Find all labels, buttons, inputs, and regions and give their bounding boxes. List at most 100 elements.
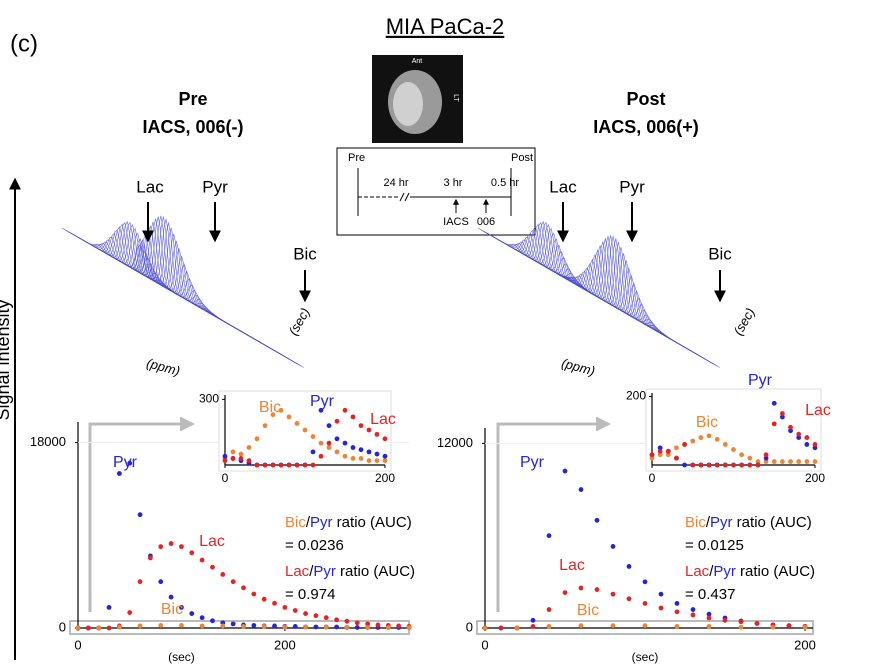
data-point — [771, 400, 777, 406]
data-point — [722, 617, 728, 623]
data-point — [318, 407, 324, 413]
data-point — [358, 447, 364, 453]
data-point — [722, 442, 728, 447]
ratio-annotation: Lac/Pyr ratio (AUC) — [685, 563, 815, 580]
data-point — [804, 459, 810, 464]
data-point — [763, 455, 769, 461]
data-point — [396, 623, 402, 629]
data-point — [770, 624, 776, 630]
data-point — [278, 462, 284, 468]
data-point — [706, 624, 712, 629]
zoom-arrow — [496, 416, 611, 612]
data-point — [350, 414, 356, 420]
data-point — [738, 624, 744, 630]
waterfall-trace — [98, 227, 229, 325]
data-point — [230, 449, 236, 455]
data-point — [75, 625, 81, 631]
data-point — [674, 624, 680, 629]
ratio-part: / — [309, 563, 314, 580]
y-label: Signal intensity — [0, 299, 13, 420]
data-point — [222, 453, 228, 459]
data-point — [313, 613, 319, 619]
data-point — [674, 609, 680, 615]
data-point — [514, 625, 520, 631]
data-point — [342, 453, 348, 459]
data-point — [365, 625, 371, 630]
data-point — [254, 436, 260, 442]
ratio-part: ratio (AUC) — [336, 563, 415, 580]
data-point — [755, 459, 761, 464]
data-point — [106, 605, 112, 610]
data-point — [530, 617, 536, 623]
ratio-value: = 0.974 — [285, 586, 335, 603]
pre-title: Pre — [178, 89, 207, 109]
data-point — [530, 624, 536, 629]
series-label: Lac — [805, 402, 831, 419]
ratio-part: Pyr — [713, 563, 736, 580]
data-point — [706, 615, 712, 621]
ppm-label: (ppm) — [145, 355, 182, 378]
data-point — [610, 591, 616, 597]
data-point — [366, 449, 372, 455]
data-point — [657, 448, 663, 454]
data-point — [365, 621, 371, 627]
data-point — [334, 617, 339, 623]
data-point — [706, 611, 712, 617]
data-point — [658, 605, 664, 611]
data-point — [754, 620, 760, 626]
data-point — [804, 442, 810, 447]
peak-label: Pyr — [202, 177, 228, 196]
data-point — [326, 440, 332, 446]
x-tick-label: 0 — [74, 637, 81, 652]
series-label: Bic — [577, 602, 599, 619]
data-point — [127, 460, 133, 466]
data-point — [270, 462, 276, 468]
data-point — [354, 625, 360, 630]
data-point — [674, 455, 679, 461]
mri-tumor — [393, 82, 423, 126]
data-point — [342, 440, 348, 446]
data-point — [802, 624, 808, 630]
data-point — [189, 611, 195, 616]
ratio-part: ratio (AUC) — [333, 514, 412, 531]
ratio-annotation: Lac/Pyr ratio (AUC) — [285, 563, 415, 580]
data-point — [303, 611, 308, 616]
x-tick-label: 200 — [805, 471, 825, 485]
x-axis-label: (sec) — [632, 650, 659, 664]
data-point — [747, 462, 753, 468]
y-tick-label: 18000 — [30, 434, 66, 449]
data-point — [706, 433, 712, 439]
data-point — [385, 625, 391, 630]
data-point — [350, 456, 356, 461]
data-point — [262, 423, 268, 429]
data-point — [771, 459, 777, 464]
data-point — [302, 427, 308, 433]
data-point — [382, 458, 388, 464]
data-point — [222, 458, 228, 464]
data-point — [812, 442, 818, 447]
peak-label: Pyr — [619, 177, 645, 196]
x-tick-label: 0 — [649, 471, 656, 485]
zoom-arrow — [88, 416, 195, 612]
data-point — [96, 625, 102, 631]
data-point — [326, 423, 332, 429]
data-point — [780, 414, 785, 420]
ratio-value: = 0.0236 — [285, 537, 344, 554]
data-point — [318, 453, 324, 459]
data-point — [786, 623, 792, 629]
ratio-part: Lac — [285, 563, 310, 580]
data-point — [342, 407, 348, 413]
data-point — [189, 550, 195, 556]
ratio-part: Lac — [685, 563, 710, 580]
data-point — [649, 455, 655, 461]
data-point — [406, 625, 412, 630]
data-point — [594, 587, 600, 592]
pre-subtitle: IACS, 006(-) — [142, 117, 243, 137]
data-point — [251, 591, 257, 597]
data-point — [763, 459, 769, 464]
data-point — [382, 453, 388, 459]
data-point — [626, 596, 632, 602]
data-point — [282, 605, 288, 610]
data-point — [578, 487, 584, 492]
